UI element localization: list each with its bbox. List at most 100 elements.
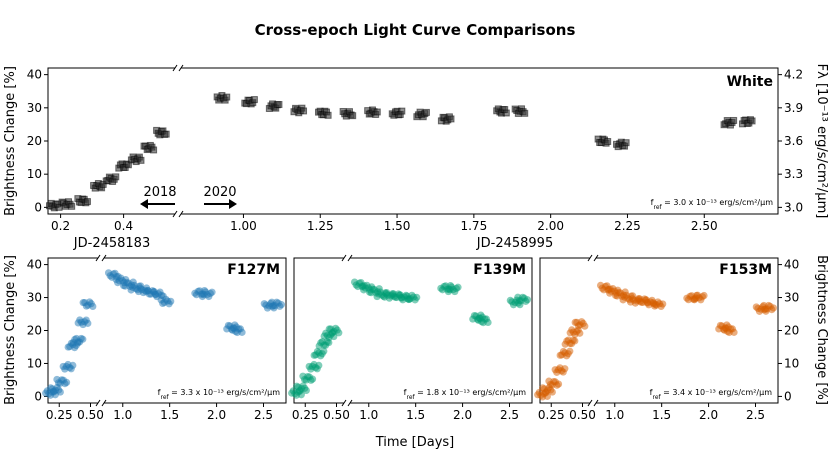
data-cluster [299,372,317,384]
data-point [413,293,421,301]
data-point [315,361,323,369]
data-point [300,107,308,115]
data-cluster [127,153,145,166]
data-cluster [364,106,381,118]
data-point [302,386,310,395]
axis-break-mark [101,399,107,407]
axis-break-mark [178,64,184,72]
fref-f153m: fref = 3.4 x 10⁻¹³ erg/s/cm²/μm [650,388,773,401]
fref-f139m: fref = 1.8 x 10⁻¹³ erg/s/cm²/μm [404,388,527,401]
data-cluster [493,105,510,117]
data-point [324,111,332,119]
data-cluster [760,301,778,314]
y-tick-label: 0 [34,200,42,214]
data-point [84,319,92,327]
y-tick-label: 0 [34,389,42,403]
x-tick-label: 0.50 [323,408,350,422]
arrow-label-2018: 2018 [143,185,176,200]
data-cluster [514,293,532,305]
panel-f127m: 0 10 20 30 40 0.25 0.50 1.0 1.5 2.0 2.5 F127M fref =… [27,254,287,422]
x-axis-label: Time [Days] [375,435,455,450]
x-tick-label: 1.00 [230,219,257,233]
data-cluster [53,375,71,388]
data-cluster [310,347,328,360]
y-tick-label-right: 30 [784,291,799,305]
y-tick-label: 40 [27,68,42,82]
x-tick-label: 0.25 [46,408,73,422]
data-point [554,380,563,388]
data-point [150,146,158,154]
axis-break-mark [593,254,599,262]
data-cluster [268,298,286,310]
fref-f127m: fref = 3.3 x 10⁻¹³ erg/s/cm²/μm [158,388,281,401]
axis-break-mark [178,210,184,218]
data-point [730,116,738,124]
data-point [308,375,317,383]
axis-break-mark [341,399,347,407]
data-cluster [241,96,258,108]
axis-break-gap [344,254,350,262]
y-tick-label: 10 [27,356,42,370]
arrow-label-2020: 2020 [203,185,236,200]
data-point [561,365,569,373]
data-cluster [305,360,323,373]
data-point [112,173,120,181]
x-tick-label: 1.0 [359,408,378,422]
axis-break-gap [175,210,181,218]
y-tick-label: 20 [27,134,42,148]
band-label-f139m: F139M [473,262,526,278]
data-cluster [594,135,612,147]
data-cluster [571,318,589,330]
x-tick-label: 2.0 [699,408,718,422]
data-cluster [265,100,283,112]
data-point [56,388,64,396]
data-point [571,337,579,345]
data-point [320,347,328,355]
data-point [576,329,584,337]
data-cluster [613,138,630,151]
panel-f139m: 0.25 0.50 1.0 1.5 2.0 2.5 F139M fref = 1.8 x 10… [288,254,533,422]
data-cluster [198,288,216,301]
data-point [335,329,343,337]
data-cluster [58,198,76,210]
data-cluster [157,295,175,308]
data-point [521,109,529,117]
data-point [422,108,430,116]
data-cluster [690,291,708,304]
x-tick-label: 1.75 [460,219,487,233]
data-cluster [649,298,667,311]
y-tick-label-right: 20 [784,324,799,338]
data-point [79,335,87,343]
data-point [748,117,756,125]
data-cluster [213,92,231,104]
panel-f153m: 0 10 20 30 40 0.25 0.50 1.0 1.5 2.0 2.5 F153M fref =… [534,254,799,422]
y-axis-label-bottom-right: Brightness Change [%] [814,255,829,405]
data-point [566,347,574,355]
data-cluster [74,195,91,207]
x-tick-label: 0.25 [292,408,319,422]
data-cluster [339,107,357,120]
data-cluster [720,116,738,129]
data-cluster [511,105,529,117]
data-cluster [738,116,756,128]
data-cluster [293,382,310,395]
data-point [398,107,406,115]
x-tick-label: 1.25 [307,219,334,233]
band-label-white: White [727,74,773,90]
y-tick-label-right: 3.6 [784,134,803,148]
x-tick-label: 2.5 [746,408,765,422]
data-cluster [413,108,430,121]
data-point [208,288,216,296]
axis-break-mark [587,399,593,407]
data-cluster [388,107,406,119]
data-cluster [315,107,332,119]
axis-break-mark [341,254,347,262]
x-tick-label: 0.2 [51,219,70,233]
data-point [162,130,170,138]
data-point [83,198,91,206]
x-tick-label: 1.0 [113,408,132,422]
axis-break-mark [101,254,107,262]
data-cluster [140,141,158,154]
x-tick-label: 0.25 [538,408,565,422]
band-label-f153m: F153M [719,262,772,278]
